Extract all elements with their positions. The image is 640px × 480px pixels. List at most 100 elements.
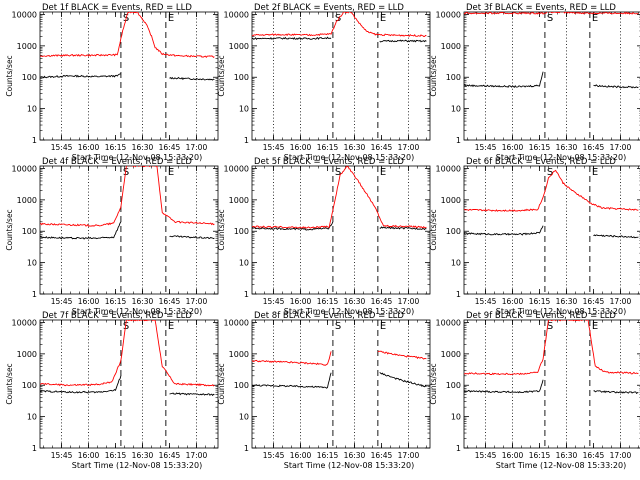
events-series-line	[252, 372, 332, 389]
y-tick-label: 1	[244, 444, 249, 453]
y-tick-label: 10000	[436, 164, 461, 173]
x-axis-label: Start Time (12-Nov-08 15:33:20)	[284, 461, 414, 470]
series-layer	[252, 166, 427, 231]
x-tick-label: 17:00	[610, 297, 632, 306]
marker-label-e: E	[592, 13, 598, 24]
plot-frame	[251, 319, 431, 449]
marker-label-e: E	[168, 13, 174, 24]
y-axis-label: Counts/sec	[217, 55, 226, 96]
x-tick-label: 17:00	[398, 143, 420, 152]
x-tick-label: 16:45	[583, 143, 605, 152]
lld-series-line	[40, 12, 215, 59]
y-tick-label: 100	[234, 381, 249, 390]
x-axis-label: Start Time (12-Nov-08 15:33:20)	[496, 153, 626, 162]
events-series-line	[593, 234, 639, 239]
events-series-line	[593, 84, 639, 89]
y-tick-label: 1	[32, 290, 37, 299]
panel-7: Det 7f BLACK = Events, RED = LLD 1 10 100 10…	[5, 311, 219, 470]
events-series-line	[379, 226, 427, 231]
y-tick-label: 100	[234, 227, 249, 236]
x-tick-label: 15:45	[51, 451, 73, 460]
x-tick-label: 16:15	[529, 451, 551, 460]
panel-8: Det 8f BLACK = Events, RED = LLD 1 10 100 10…	[217, 311, 431, 470]
x-tick-label: 15:45	[475, 297, 497, 306]
y-tick-label: 10000	[12, 164, 37, 173]
x-axis-label: Start Time (12-Nov-08 15:33:20)	[496, 461, 626, 470]
x-tick-label: 16:45	[159, 143, 181, 152]
marker-label-s: S	[547, 167, 553, 178]
x-tick-label: 16:15	[529, 143, 551, 152]
x-tick-label: 16:45	[583, 451, 605, 460]
events-series-line	[379, 39, 427, 43]
marker-label-s: S	[547, 321, 553, 332]
x-tick-label: 16:45	[371, 451, 393, 460]
y-tick-label: 1000	[229, 196, 249, 205]
x-tick-label: 16:45	[583, 297, 605, 306]
series-layer	[252, 12, 427, 43]
x-tick-label: 16:15	[317, 451, 339, 460]
y-tick-label: 10	[27, 413, 37, 422]
y-axis-label: Counts/sec	[429, 363, 438, 404]
y-tick-label: 1000	[441, 42, 461, 51]
series-layer	[40, 12, 215, 81]
events-series-line	[169, 76, 215, 81]
panel-1: Det 1f BLACK = Events, RED = LLD 1 10 100 10…	[5, 3, 219, 162]
x-tick-label: 16:30	[132, 297, 154, 306]
events-series-line	[464, 225, 544, 236]
events-series-line	[464, 71, 544, 88]
panel-title: Det 6f BLACK = Events, RED = LLD	[466, 157, 616, 167]
x-tick-label: 17:00	[610, 451, 632, 460]
y-tick-label: 100	[22, 227, 37, 236]
series-layer	[252, 350, 427, 389]
panel-title: Det 2f BLACK = Events, RED = LLD	[254, 3, 404, 13]
x-tick-label: 16:00	[78, 297, 100, 306]
y-tick-label: 10	[239, 413, 249, 422]
y-tick-label: 10000	[436, 318, 461, 327]
series-layer	[464, 169, 639, 239]
events-series-line	[593, 390, 639, 395]
x-tick-label: 17:00	[186, 451, 208, 460]
x-tick-label: 16:30	[132, 143, 154, 152]
marker-label-e: E	[168, 167, 174, 178]
y-tick-label: 10	[27, 105, 37, 114]
y-tick-label: 1000	[441, 196, 461, 205]
y-tick-label: 100	[446, 73, 461, 82]
x-tick-label: 16:15	[529, 297, 551, 306]
marker-label-s: S	[335, 13, 341, 24]
panel-6: Det 6f BLACK = Events, RED = LLD 1 10 100 10…	[429, 157, 640, 316]
x-tick-label: 16:30	[556, 143, 578, 152]
events-series-line	[40, 73, 122, 79]
y-tick-label: 1000	[229, 350, 249, 359]
panel-2: Det 2f BLACK = Events, RED = LLD 1 10 100 10…	[217, 3, 431, 162]
panel-5: Det 5f BLACK = Events, RED = LLD 1 10 100 10…	[217, 157, 431, 316]
marker-label-s: S	[547, 13, 553, 24]
panel-title: Det 3f BLACK = Events, RED = LLD	[466, 3, 616, 13]
y-tick-label: 10000	[224, 164, 249, 173]
x-axis-label: Start Time (12-Nov-08 15:33:20)	[72, 307, 202, 316]
y-tick-label: 10000	[12, 318, 37, 327]
x-axis-label: Start Time (12-Nov-08 15:33:20)	[72, 153, 202, 162]
x-tick-label: 17:00	[186, 143, 208, 152]
marker-label-s: S	[335, 167, 341, 178]
marker-label-e: E	[380, 167, 386, 178]
y-tick-label: 10000	[436, 10, 461, 19]
panel-4: Det 4f BLACK = Events, RED = LLD 1 10 100 10…	[5, 157, 219, 316]
plot-frame	[251, 165, 431, 295]
x-tick-label: 16:45	[159, 297, 181, 306]
panel-title: Det 9f BLACK = Events, RED = LLD	[466, 311, 616, 321]
events-series-line	[252, 36, 332, 41]
panel-title: Det 4f BLACK = Events, RED = LLD	[42, 157, 192, 167]
panel-title: Det 5f BLACK = Events, RED = LLD	[254, 157, 404, 167]
y-tick-label: 1	[32, 444, 37, 453]
lld-series-line	[464, 12, 639, 15]
x-tick-label: 16:00	[502, 143, 524, 152]
x-tick-label: 16:30	[344, 451, 366, 460]
y-tick-label: 10000	[12, 10, 37, 19]
lld-series-line	[464, 169, 639, 212]
y-tick-label: 100	[22, 381, 37, 390]
x-tick-label: 16:15	[317, 143, 339, 152]
x-tick-label: 17:00	[398, 451, 420, 460]
y-tick-label: 10	[239, 105, 249, 114]
y-tick-label: 1000	[17, 42, 37, 51]
